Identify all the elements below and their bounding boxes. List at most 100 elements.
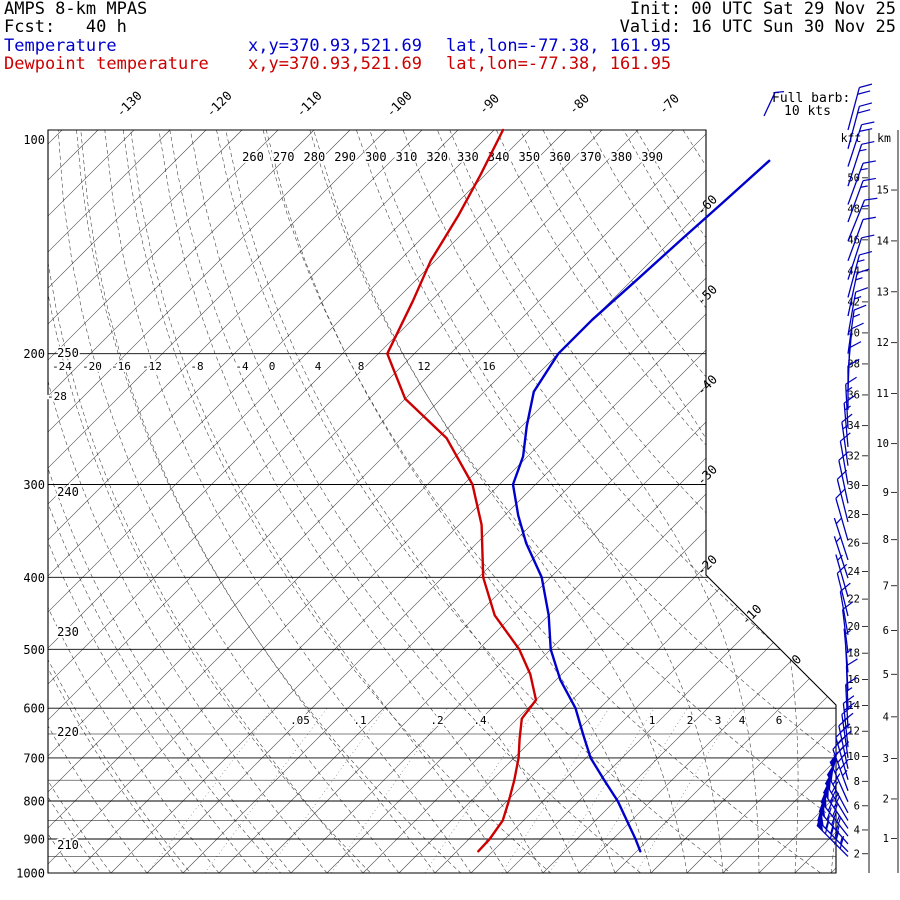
svg-text:-120: -120 bbox=[203, 88, 235, 120]
svg-text:1: 1 bbox=[649, 714, 656, 727]
svg-text:1: 1 bbox=[649, 714, 656, 727]
svg-text:400: 400 bbox=[23, 571, 45, 585]
svg-text:-12: -12 bbox=[142, 360, 162, 373]
dewpoint-xy: x,y=370.93,521.69 bbox=[248, 54, 422, 74]
svg-text:4: 4 bbox=[739, 714, 746, 727]
svg-text:280: 280 bbox=[304, 150, 326, 164]
svg-text:290: 290 bbox=[334, 150, 356, 164]
svg-text:310: 310 bbox=[396, 150, 418, 164]
svg-text:4: 4 bbox=[854, 824, 860, 836]
svg-text:.4: .4 bbox=[473, 714, 487, 727]
full-barb-label: Full barb: bbox=[772, 91, 851, 106]
svg-text:100: 100 bbox=[23, 133, 45, 147]
init-time: Init: 00 UTC Sat 29 Nov 25 bbox=[629, 0, 896, 19]
svg-text:900: 900 bbox=[23, 833, 45, 847]
page-title: AMPS 8-km MPAS bbox=[4, 0, 147, 19]
svg-text:270: 270 bbox=[273, 150, 295, 164]
svg-text:240: 240 bbox=[57, 485, 79, 499]
svg-text:300: 300 bbox=[365, 150, 387, 164]
svg-text:8: 8 bbox=[854, 776, 860, 788]
svg-text:350: 350 bbox=[518, 150, 540, 164]
svg-text:4: 4 bbox=[739, 714, 746, 727]
svg-text:230: 230 bbox=[57, 625, 79, 639]
svg-text:-16: -16 bbox=[111, 360, 131, 373]
svg-text:12: 12 bbox=[417, 360, 430, 373]
svg-text:300: 300 bbox=[365, 150, 387, 164]
svg-text:.2: .2 bbox=[430, 714, 443, 727]
svg-text:-80: -80 bbox=[566, 91, 593, 118]
svg-text:200: 200 bbox=[23, 347, 45, 361]
svg-text:210: 210 bbox=[57, 838, 79, 852]
svg-text:-4: -4 bbox=[235, 360, 249, 373]
svg-text:4: 4 bbox=[315, 360, 322, 373]
full-barb-value: 10 kts bbox=[784, 104, 831, 119]
svg-text:1000: 1000 bbox=[16, 867, 45, 881]
svg-text:3: 3 bbox=[715, 714, 722, 727]
svg-text:-12: -12 bbox=[142, 360, 162, 373]
wind-barbs bbox=[816, 83, 878, 857]
svg-text:16: 16 bbox=[482, 360, 495, 373]
svg-text:12: 12 bbox=[847, 726, 860, 738]
svg-text:0: 0 bbox=[269, 360, 276, 373]
svg-text:340: 340 bbox=[488, 150, 510, 164]
svg-text:9: 9 bbox=[883, 487, 889, 499]
svg-text:350: 350 bbox=[518, 150, 540, 164]
svg-text:-24: -24 bbox=[52, 360, 72, 373]
svg-text:-10: -10 bbox=[738, 601, 765, 628]
svg-text:-110: -110 bbox=[293, 88, 325, 120]
svg-text:380: 380 bbox=[611, 150, 633, 164]
svg-text:10: 10 bbox=[876, 438, 889, 450]
svg-text:14: 14 bbox=[876, 235, 889, 247]
temperature-legend-label: Temperature bbox=[4, 36, 117, 56]
svg-text:260: 260 bbox=[242, 150, 264, 164]
svg-text:-28: -28 bbox=[47, 390, 67, 403]
svg-text:.1: .1 bbox=[353, 714, 366, 727]
svg-text:-20: -20 bbox=[82, 360, 102, 373]
svg-text:12: 12 bbox=[417, 360, 430, 373]
svg-text:-100: -100 bbox=[383, 88, 415, 120]
svg-text:320: 320 bbox=[426, 150, 448, 164]
model-title: AMPS 8-km MPAS bbox=[4, 0, 148, 19]
svg-text:600: 600 bbox=[23, 702, 45, 716]
svg-text:6: 6 bbox=[776, 714, 783, 727]
svg-text:18: 18 bbox=[847, 648, 860, 660]
height-axes: kftkm24681012141618202224262830323436384… bbox=[841, 130, 899, 873]
svg-text:-130: -130 bbox=[113, 88, 145, 120]
svg-text:230: 230 bbox=[57, 625, 79, 639]
valid-time: Valid: 16 UTC Sun 30 Nov 25 bbox=[619, 17, 896, 37]
svg-text:220: 220 bbox=[57, 725, 79, 739]
svg-text:32: 32 bbox=[847, 450, 860, 462]
svg-text:250: 250 bbox=[57, 346, 79, 360]
svg-text:8: 8 bbox=[358, 360, 365, 373]
svg-text:260: 260 bbox=[242, 150, 264, 164]
svg-text:2: 2 bbox=[687, 714, 694, 727]
svg-text:-70: -70 bbox=[656, 91, 683, 118]
svg-text:380: 380 bbox=[611, 150, 633, 164]
svg-text:300: 300 bbox=[23, 478, 45, 492]
svg-text:0: 0 bbox=[269, 360, 276, 373]
svg-text:800: 800 bbox=[23, 794, 45, 808]
svg-text:.05: .05 bbox=[290, 714, 310, 727]
svg-text:2: 2 bbox=[883, 793, 889, 805]
svg-text:370: 370 bbox=[580, 150, 602, 164]
svg-text:11: 11 bbox=[876, 388, 889, 400]
svg-text:-24: -24 bbox=[52, 360, 72, 373]
svg-text:0: 0 bbox=[788, 651, 804, 667]
svg-text:-28: -28 bbox=[47, 390, 67, 403]
forecast-hour: Fcst: 40 h bbox=[4, 17, 127, 37]
svg-text:-8: -8 bbox=[190, 360, 203, 373]
svg-text:20: 20 bbox=[847, 621, 860, 633]
full-barb-icon bbox=[763, 91, 785, 117]
svg-text:2: 2 bbox=[687, 714, 694, 727]
svg-text:8: 8 bbox=[883, 534, 889, 546]
svg-text:6: 6 bbox=[883, 625, 889, 637]
svg-text:330: 330 bbox=[457, 150, 479, 164]
svg-text:-16: -16 bbox=[111, 360, 131, 373]
svg-text:-4: -4 bbox=[235, 360, 249, 373]
svg-text:6: 6 bbox=[776, 714, 783, 727]
svg-text:16: 16 bbox=[482, 360, 495, 373]
svg-text:700: 700 bbox=[23, 751, 45, 765]
